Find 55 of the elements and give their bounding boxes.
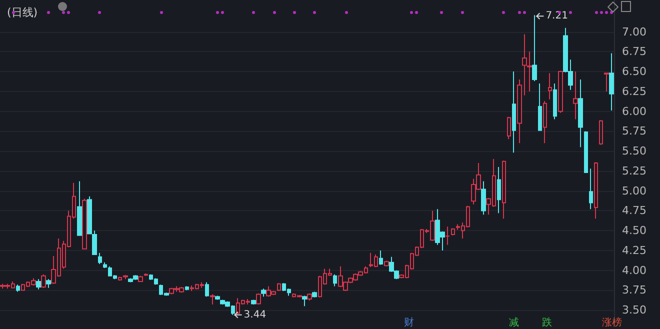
candlestick (36, 278, 41, 290)
y-tick-label: 6.25 (622, 84, 646, 98)
annotation: 减 (509, 316, 519, 328)
candlestick (445, 226, 450, 246)
candlestick (251, 299, 256, 306)
candlestick (553, 82, 557, 120)
candlestick (578, 79, 583, 148)
y-tick-label: 6.00 (622, 104, 646, 118)
y-tick-label: 4.75 (622, 204, 646, 218)
candlestick (41, 274, 46, 288)
y-tick-label: 5.25 (622, 164, 646, 178)
candlestick (16, 284, 20, 292)
candlestick (205, 282, 209, 298)
annotation: 3.44 (244, 309, 266, 320)
candlestick (77, 180, 82, 236)
y-tick-label: 5.50 (622, 144, 646, 158)
candlestick (512, 71, 516, 154)
candlestick (333, 274, 337, 287)
y-tick-label: 3.75 (622, 284, 646, 297)
candlestick (215, 295, 220, 300)
candlestick (589, 168, 593, 210)
y-tick-label: 6.50 (622, 65, 646, 78)
y-tick-label: 5.00 (622, 184, 646, 198)
y-tick-label: 6.75 (622, 45, 646, 58)
y-tick-label: 5.75 (622, 124, 646, 138)
candlestick (497, 166, 501, 214)
candlestick (210, 294, 215, 306)
y-tick-label: 4.50 (622, 224, 646, 238)
candlestick (138, 275, 143, 282)
annotation: 涨榜 (602, 316, 622, 328)
candlestick (123, 274, 128, 280)
candlestick (144, 273, 148, 276)
candlestick (185, 286, 189, 291)
candlestick (302, 295, 307, 307)
candlestick (379, 250, 383, 266)
annotation: 跌 (542, 316, 552, 328)
candlestick (312, 291, 317, 298)
candlestick (307, 292, 312, 302)
candlestick (384, 260, 389, 267)
candlestick (98, 252, 102, 264)
y-tick-label: 4.00 (622, 264, 646, 277)
candlestick (481, 180, 486, 216)
candlestick (584, 130, 588, 174)
candlestick (256, 292, 261, 306)
candlestick (538, 82, 542, 131)
candlestick (118, 276, 122, 282)
annotation: 财 (404, 316, 414, 328)
candlestick (609, 52, 614, 112)
y-tick-label: 4.25 (622, 244, 646, 257)
candlestick (532, 14, 537, 82)
y-tick-label: 7.00 (622, 25, 646, 38)
y-tick-label: 3.50 (622, 304, 646, 317)
candlestick (261, 288, 266, 298)
candlestick (103, 262, 107, 268)
candlestick (46, 278, 51, 288)
